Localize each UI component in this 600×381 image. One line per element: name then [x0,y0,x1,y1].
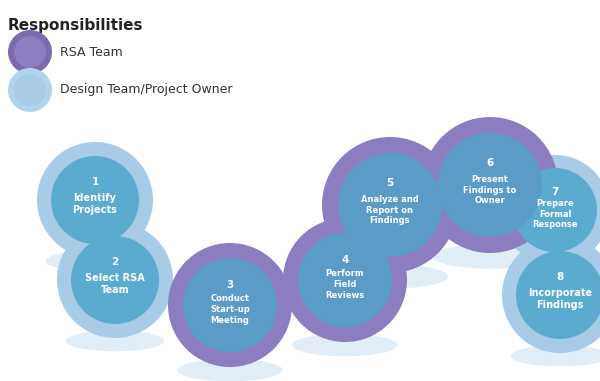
Ellipse shape [178,359,283,381]
Text: Incorporate
Findings: Incorporate Findings [528,288,592,311]
Circle shape [14,74,46,106]
Ellipse shape [508,258,600,278]
Ellipse shape [432,244,548,269]
Text: Identify
Projects: Identify Projects [73,194,118,215]
Text: Perform
Field
Reviews: Perform Field Reviews [325,269,365,300]
Text: Select RSA
Team: Select RSA Team [85,274,145,295]
Ellipse shape [292,334,398,356]
Text: Conduct
Start-up
Meeting: Conduct Start-up Meeting [210,295,250,325]
Text: 4: 4 [341,255,349,265]
Text: Responsibilities: Responsibilities [8,18,143,33]
Text: 5: 5 [386,178,394,188]
Circle shape [51,156,139,244]
Circle shape [513,168,597,252]
Text: RSA Team: RSA Team [60,45,123,59]
Circle shape [183,258,277,352]
Circle shape [14,36,46,68]
Text: Present
Findings to
Owner: Present Findings to Owner [463,175,517,205]
Circle shape [8,30,52,74]
Circle shape [71,236,159,324]
Circle shape [516,251,600,339]
Text: Design Team/Project Owner: Design Team/Project Owner [60,83,233,96]
Circle shape [37,142,153,258]
Text: 1: 1 [91,176,98,187]
Text: 2: 2 [112,256,119,267]
Ellipse shape [66,330,164,351]
Circle shape [57,222,173,338]
Ellipse shape [46,250,145,271]
Circle shape [438,133,542,237]
Circle shape [338,153,442,257]
Circle shape [298,233,392,327]
Text: Prepare
Formal
Response: Prepare Formal Response [532,199,578,229]
Text: 7: 7 [551,187,559,197]
Circle shape [283,218,407,342]
Text: 3: 3 [226,280,233,290]
Circle shape [8,68,52,112]
Circle shape [322,137,458,273]
Text: 8: 8 [556,272,563,282]
Text: 6: 6 [487,158,494,168]
Circle shape [168,243,292,367]
Circle shape [422,117,558,253]
Text: Analyze and
Report on
Findings: Analyze and Report on Findings [361,195,419,226]
Circle shape [500,155,600,265]
Ellipse shape [332,264,448,289]
Ellipse shape [511,346,600,367]
Circle shape [502,237,600,353]
